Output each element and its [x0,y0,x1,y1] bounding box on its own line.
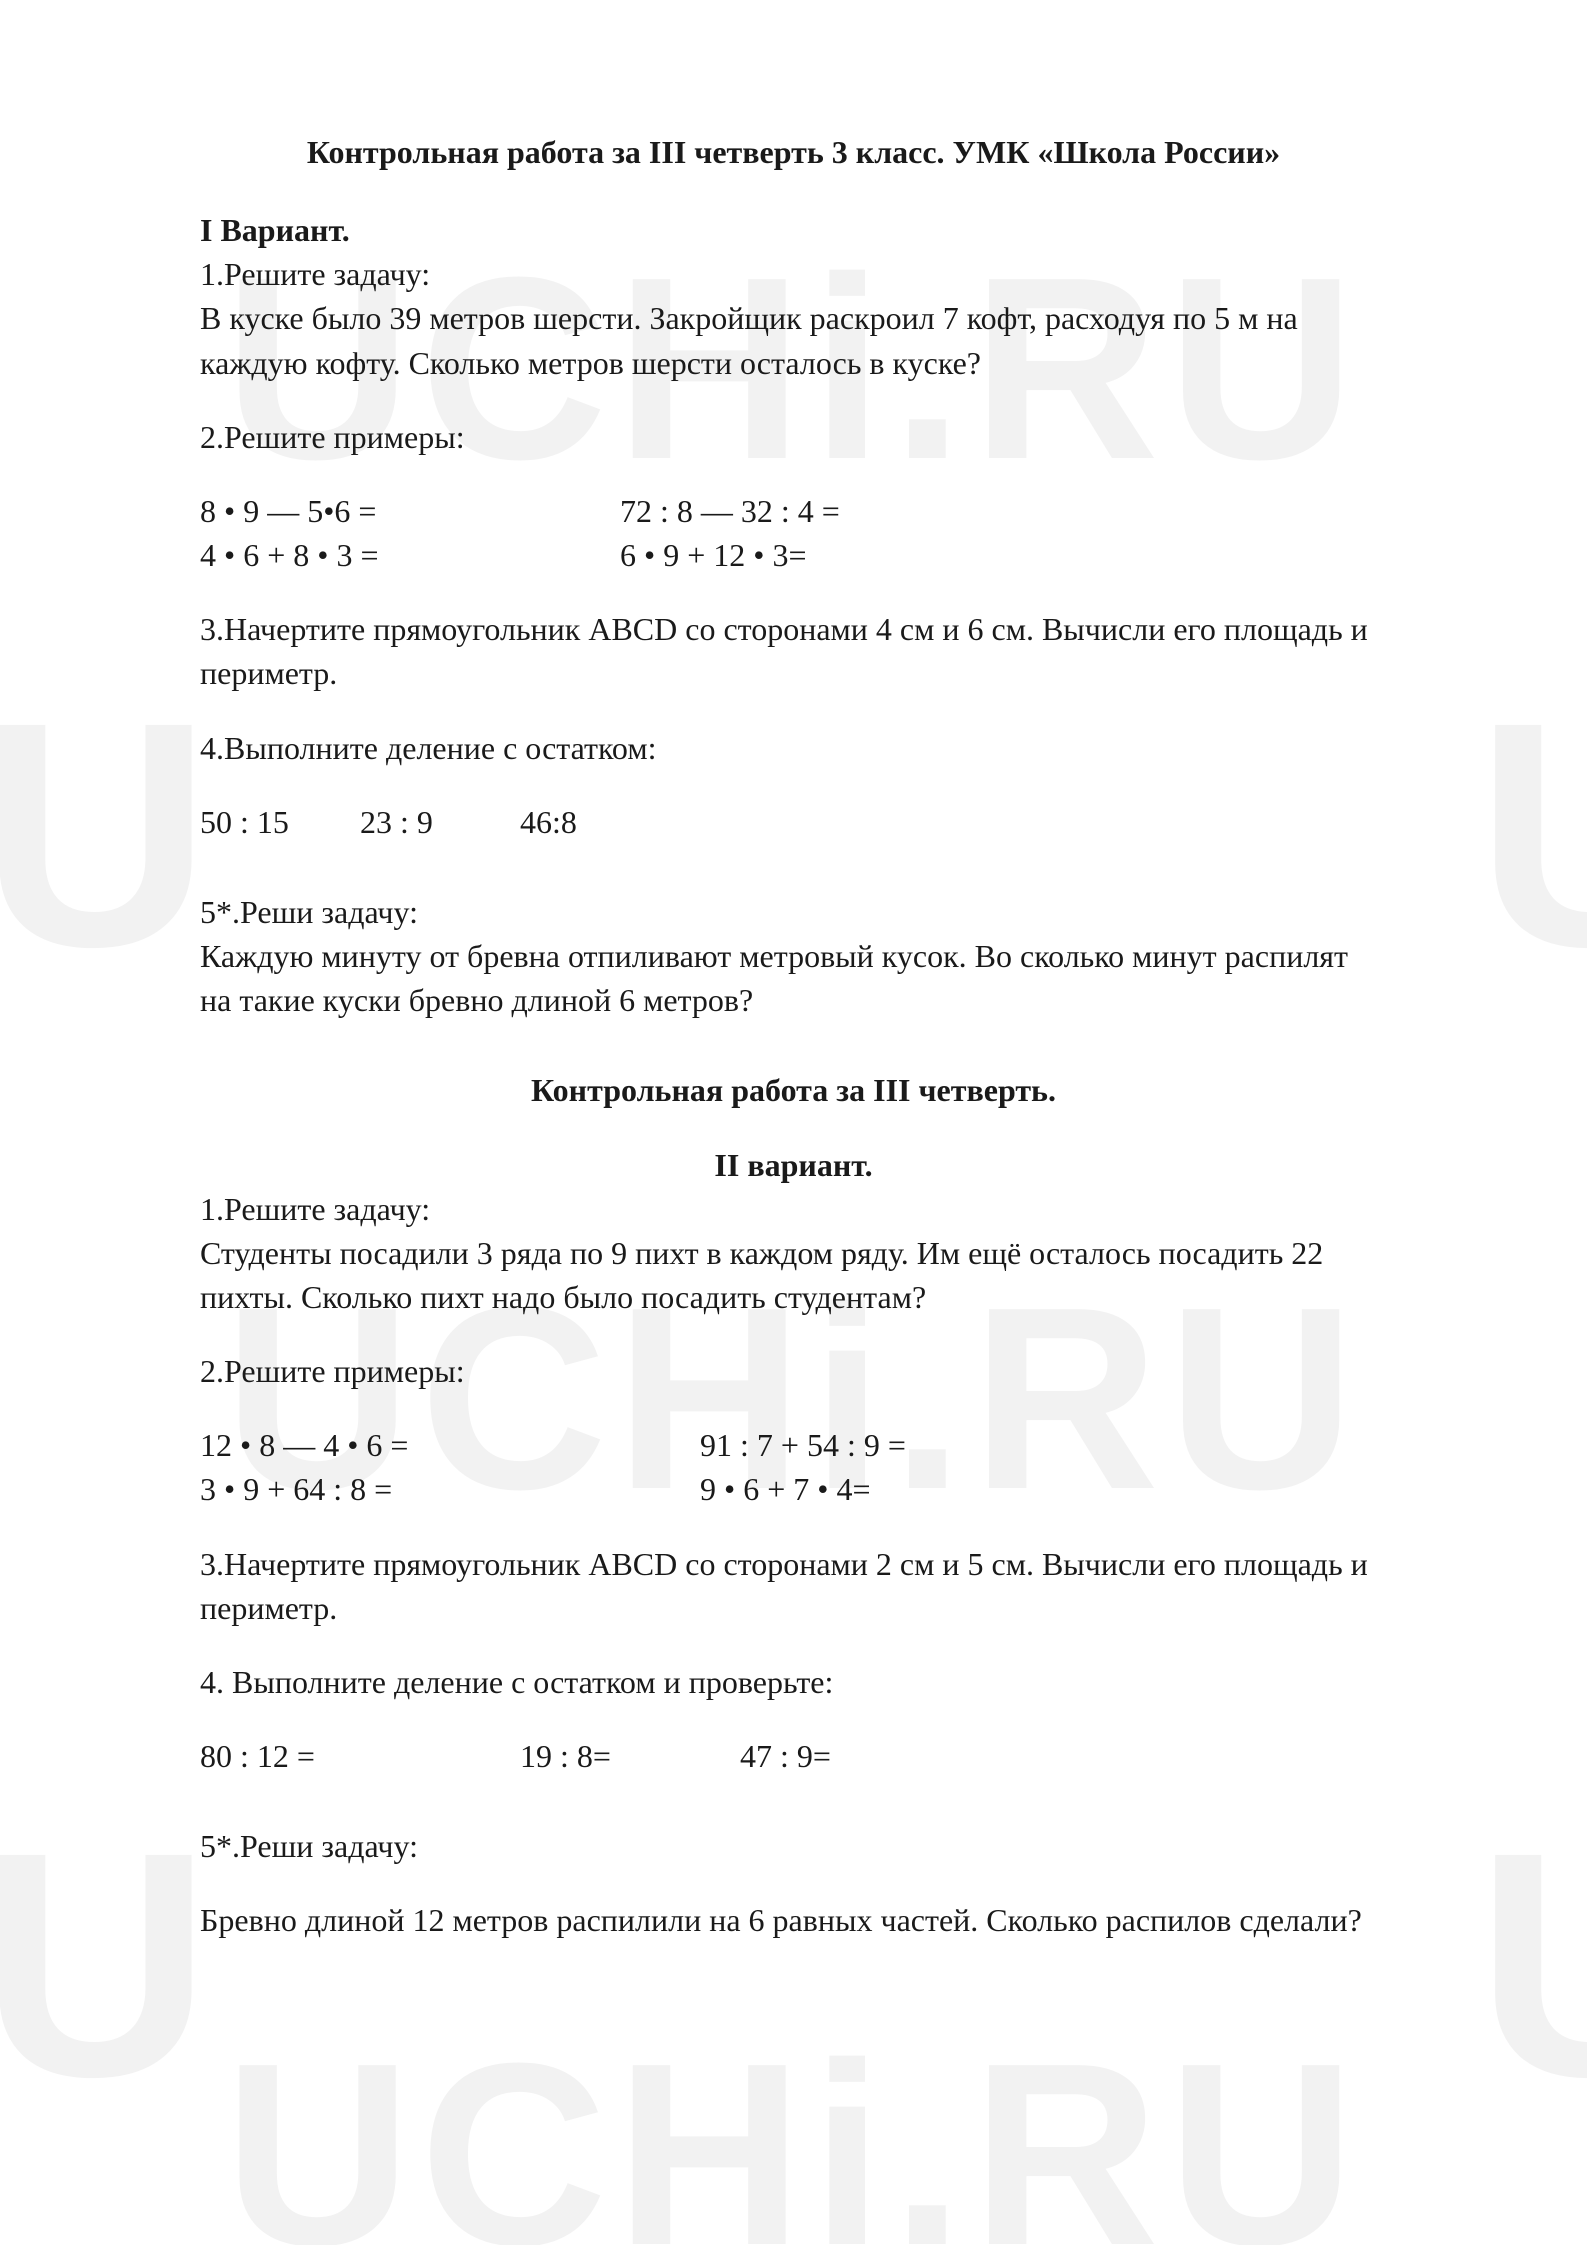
example-row: 4 • 6 + 8 • 3 = 6 • 9 + 12 • 3= [200,533,1387,577]
example-cell: 3 • 9 + 64 : 8 = [200,1467,700,1511]
example-cell: 12 • 8 — 4 • 6 = [200,1423,700,1467]
task-label: 5*.Реши задачу: [200,890,1387,934]
example-cell: 8 • 9 — 5•6 = [200,489,620,533]
variant-heading: II вариант. [200,1143,1387,1187]
example-cell: 4 • 6 + 8 • 3 = [200,533,620,577]
task-label: 1.Решите задачу: [200,1187,1387,1231]
page: UCHi.RU UCHi.RU UCHi.RU U U U U Контроль… [0,0,1587,2245]
watermark-text: U [0,1780,211,2148]
example-cell: 80 : 12 = [200,1734,520,1778]
example-cell: 23 : 9 [360,800,520,844]
task-label: 4. Выполните деление с остатком и провер… [200,1660,1387,1704]
example-cell: 19 : 8= [520,1734,740,1778]
document-body: Контрольная работа за III четверть 3 кла… [200,130,1387,1943]
example-row: 12 • 8 — 4 • 6 = 91 : 7 + 54 : 9 = [200,1423,1387,1467]
watermark-text: U [0,650,211,1018]
page-title: Контрольная работа за III четверть 3 кла… [200,130,1387,174]
task-text: Каждую минуту от бревна отпиливают метро… [200,934,1387,1022]
example-cell: 9 • 6 + 7 • 4= [700,1467,1387,1511]
watermark-text: UCHi.RU [224,2006,1363,2245]
example-row: 50 : 15 23 : 9 46:8 [200,800,1387,844]
variant-heading: I Вариант. [200,208,1387,252]
task-label: 2.Решите примеры: [200,415,1387,459]
example-cell: 47 : 9= [740,1734,1387,1778]
example-cell: 72 : 8 — 32 : 4 = [620,489,1387,533]
watermark-text: U [1476,1780,1587,2148]
example-cell: 46:8 [520,800,1387,844]
example-row: 8 • 9 — 5•6 = 72 : 8 — 32 : 4 = [200,489,1387,533]
section-title: Контрольная работа за III четверть. [200,1068,1387,1112]
example-cell: 50 : 15 [200,800,360,844]
watermark-text: U [1476,650,1587,1018]
example-row: 3 • 9 + 64 : 8 = 9 • 6 + 7 • 4= [200,1467,1387,1511]
task-label: 4.Выполните деление с остатком: [200,726,1387,770]
task-label: 2.Решите примеры: [200,1349,1387,1393]
task-text: 3.Начертите прямоугольник ABCD со сторон… [200,1542,1387,1630]
task-text: Бревно длиной 12 метров распилили на 6 р… [200,1898,1387,1942]
example-cell: 6 • 9 + 12 • 3= [620,533,1387,577]
task-text: В куске было 39 метров шерсти. Закройщик… [200,296,1387,384]
task-label: 5*.Реши задачу: [200,1824,1387,1868]
example-row: 80 : 12 = 19 : 8= 47 : 9= [200,1734,1387,1778]
task-text: 3.Начертите прямоугольник ABCD со сторон… [200,607,1387,695]
task-text: Студенты посадили 3 ряда по 9 пихт в каж… [200,1231,1387,1319]
example-cell: 91 : 7 + 54 : 9 = [700,1423,1387,1467]
task-label: 1.Решите задачу: [200,252,1387,296]
